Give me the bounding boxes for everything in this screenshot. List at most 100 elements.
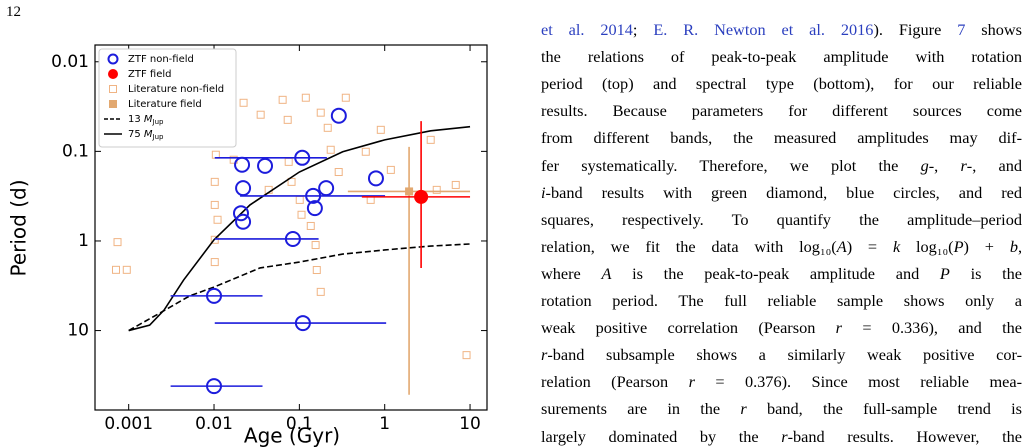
- data-point: [306, 221, 315, 230]
- legend-label: 13 MJup: [128, 114, 164, 126]
- data-point: [334, 168, 343, 177]
- data-point: [318, 180, 335, 197]
- text-span: r: [541, 345, 548, 365]
- text-span: r: [740, 399, 747, 419]
- text-span: period (top) and spectral type (bottom),…: [541, 74, 1022, 94]
- x-tick-label: 1: [379, 414, 390, 434]
- x-axis-label: Age (Gyr): [244, 424, 340, 448]
- legend-label: 75 MJup: [128, 129, 164, 141]
- citation-link[interactable]: et al. 2014: [541, 20, 633, 39]
- data-point: [414, 189, 429, 204]
- legend-label-part: Jup: [152, 118, 165, 126]
- text-line: squares, respectively. To quantify the a…: [541, 210, 1022, 230]
- legend-label-part: M: [144, 129, 153, 140]
- legend-label: Literature non-field: [128, 84, 224, 95]
- text-span: = 0.376). Since most reliable mea-: [694, 372, 1022, 392]
- data-point: [284, 157, 293, 166]
- text-span: is the peak-to-peak amplitude and: [611, 263, 940, 283]
- data-point: [297, 210, 306, 219]
- y-tick-label: 0.01: [51, 52, 89, 72]
- text-span: largely dominated by the: [541, 426, 782, 446]
- text-line: where A is the peak-to-peak amplitude an…: [541, 264, 1022, 284]
- text-line: results. Because parameters for differen…: [541, 101, 1022, 121]
- text-span: ;: [632, 20, 654, 39]
- data-point: [405, 187, 414, 196]
- text-span: surements are in the: [541, 399, 741, 419]
- text-span: b: [1009, 236, 1018, 256]
- text-span: r: [960, 155, 967, 175]
- legend-marker: [109, 85, 117, 93]
- legend-label-part: M: [144, 114, 153, 125]
- data-point: [295, 195, 304, 204]
- data-point: [213, 215, 222, 224]
- data-point: [235, 180, 252, 197]
- data-point: [206, 378, 223, 395]
- text-span: relation, we fit the data with log₁₀(: [541, 236, 837, 256]
- text-line: i-band results with green diamond, blue …: [541, 183, 1022, 203]
- text-span: rotation period. The full reliable sampl…: [541, 291, 1022, 310]
- data-point: [234, 156, 251, 173]
- data-point: [432, 185, 441, 194]
- data-point: [341, 93, 350, 102]
- data-point: [451, 180, 460, 189]
- x-tick-label: 0.1: [286, 414, 313, 434]
- data-point: [235, 213, 252, 230]
- legend-label: Literature field: [128, 99, 202, 110]
- data-point: [301, 93, 310, 102]
- text-span: r: [688, 372, 695, 392]
- text-line: rotation period. The full reliable sampl…: [541, 291, 1022, 311]
- text-span: -band results with green diamond, blue c…: [545, 182, 1022, 202]
- text-span: band, the full-sample trend is: [746, 399, 1023, 419]
- data-point: [367, 170, 384, 187]
- text-line: from different bands, the measured ampli…: [541, 128, 1022, 148]
- data-point: [316, 108, 325, 117]
- legend-box: [98, 48, 237, 148]
- text-line: relation (Pearson r = 0.376). Since most…: [541, 372, 1022, 392]
- data-point: [283, 115, 292, 124]
- x-tick-label: 10: [459, 414, 481, 434]
- text-line: the relations of peak-to-peak amplitude …: [541, 47, 1022, 67]
- data-point: [306, 200, 323, 217]
- text-span: squares, respectively. To quantify the a…: [541, 209, 1022, 229]
- data-point: [326, 145, 335, 154]
- text-span: -band results. However, the: [787, 426, 1022, 446]
- text-span: fer systematically. Therefore, we plot t…: [541, 155, 921, 175]
- model-curve: [128, 125, 471, 332]
- legend-marker: [108, 69, 118, 79]
- data-point: [294, 315, 311, 332]
- text-span: k: [892, 236, 901, 256]
- data-point: [206, 287, 223, 304]
- legend-marker: [109, 100, 117, 108]
- text-line: weak positive correlation (Pearson r = 0…: [541, 318, 1022, 338]
- data-point: [122, 265, 131, 274]
- text-line: surements are in the r band, the full-sa…: [541, 399, 1022, 419]
- text-span: weak positive correlation (Pearson: [541, 318, 836, 338]
- plot-frame: [94, 44, 488, 411]
- data-point: [239, 98, 248, 107]
- data-point: [210, 177, 219, 186]
- text-line: largely dominated by the r-band results.…: [541, 427, 1022, 447]
- data-point: [330, 107, 347, 124]
- data-point: [210, 235, 219, 244]
- data-point: [256, 110, 265, 119]
- text-line: et al. 2014; E. R. Newton et al. 2016). …: [541, 20, 1022, 40]
- text-line: r-band subsample shows a similarly weak …: [541, 345, 1022, 365]
- model-curve: [128, 243, 471, 332]
- data-point: [311, 241, 320, 250]
- page-number: 12: [6, 4, 21, 20]
- text-span: log₁₀(: [900, 236, 954, 256]
- legend-label: ZTF non-field: [128, 54, 194, 65]
- text-line: relation, we fit the data with log₁₀(A) …: [541, 237, 1022, 257]
- text-span: ,: [1017, 236, 1023, 256]
- text-span: r: [835, 318, 843, 338]
- data-point: [426, 135, 435, 144]
- data-point: [323, 123, 332, 132]
- data-point: [361, 147, 370, 156]
- x-tick-label: 0.01: [195, 414, 233, 434]
- citation-link[interactable]: 7: [957, 20, 966, 39]
- data-point: [284, 230, 301, 247]
- data-point: [257, 157, 274, 174]
- citation-link[interactable]: E. R. Newton et al. 2016: [653, 20, 874, 39]
- y-tick-label: 1: [78, 231, 89, 251]
